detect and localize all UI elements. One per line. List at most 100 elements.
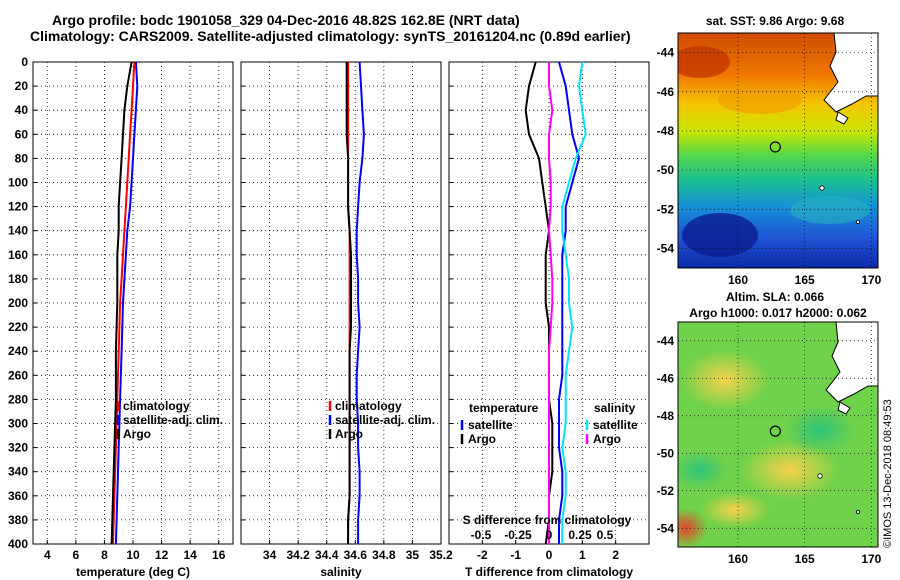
sst-map-lat-tick-label: -46 bbox=[657, 85, 675, 99]
difference-legend-temperature-label: satellite bbox=[468, 418, 513, 432]
temperature-tick-label-x: 4 bbox=[44, 548, 51, 562]
salinity-legend-label: climatology bbox=[335, 399, 402, 413]
difference-s-axis-label: S difference from climatology bbox=[463, 513, 632, 527]
difference-legend-salinity-label: satellite bbox=[593, 418, 638, 432]
island-dot bbox=[856, 219, 861, 224]
salinity-legend-label: satellite-adj. clim. bbox=[335, 413, 435, 427]
sla-map-lat-tick-label: -52 bbox=[657, 484, 675, 498]
difference-tick-label-x: 1 bbox=[579, 548, 586, 562]
difference-series-s-argo bbox=[547, 62, 554, 544]
salinity-tick-label-x: 35.2 bbox=[429, 548, 453, 562]
salinity-tick-label-x: 34.2 bbox=[286, 548, 310, 562]
sst-cold-patch bbox=[682, 213, 758, 257]
stewart-island-land bbox=[837, 401, 851, 415]
sla-map-lon-tick-label: 165 bbox=[795, 552, 815, 566]
temperature-series-argo bbox=[110, 61, 133, 545]
difference-s-tick-label: -0.5 bbox=[471, 528, 492, 542]
sst-cool-patch bbox=[790, 196, 870, 224]
sla-warm-patch bbox=[740, 440, 840, 500]
temperature-tick-label-x: 12 bbox=[155, 548, 169, 562]
salinity-xlabel: salinity bbox=[320, 565, 362, 579]
sla-map-title-line2: Argo h1000: 0.017 h2000: 0.062 bbox=[689, 306, 867, 320]
depth-tick-label: 180 bbox=[8, 272, 28, 286]
temperature-legend-label: satellite-adj. clim. bbox=[123, 413, 223, 427]
salinity-tick-label-x: 35 bbox=[406, 548, 420, 562]
difference-series-s-satellite bbox=[561, 61, 587, 544]
temperature-legend-label: climatology bbox=[123, 399, 190, 413]
difference-tick-label-x: 2 bbox=[612, 548, 619, 562]
temperature-legend-label: Argo bbox=[123, 427, 151, 441]
salinity-tick-label-x: 34.6 bbox=[344, 548, 368, 562]
depth-tick-label: 320 bbox=[8, 441, 28, 455]
depth-tick-label: 380 bbox=[8, 513, 28, 527]
sst-map-lat-tick-label: -54 bbox=[657, 241, 675, 255]
difference-s-tick-label: 0 bbox=[546, 528, 553, 542]
sla-cool-patch bbox=[678, 450, 728, 490]
sla-map-lon-tick-label: 170 bbox=[861, 552, 881, 566]
depth-tick-label: 200 bbox=[8, 296, 28, 310]
salinity-tick-label-x: 34.8 bbox=[372, 548, 396, 562]
difference-legend-temperature-label: Argo bbox=[468, 432, 496, 446]
sla-map-title-line1: Altim. SLA: 0.066 bbox=[725, 290, 825, 304]
sla-map bbox=[678, 322, 878, 547]
sst-map-lon-tick-label: 165 bbox=[795, 273, 815, 287]
sst-map-lat-tick-label: -48 bbox=[657, 124, 675, 138]
depth-tick-label: 300 bbox=[8, 417, 28, 431]
depth-tick-label: 340 bbox=[8, 465, 28, 479]
sla-map-axes: 160 165 170 -44 -46 -48 -50 -52 -54 bbox=[657, 321, 882, 566]
sst-map-axes: 160 165 170 -44 -46 -48 -50 -52 -54 bbox=[657, 32, 882, 287]
depth-tick-label: 60 bbox=[15, 127, 29, 141]
difference-legend-salinity-heading: salinity bbox=[594, 401, 636, 415]
sst-warm-patch bbox=[718, 86, 802, 114]
sst-map-argo-position-marker bbox=[769, 141, 781, 153]
difference-xlabel: T difference from climatology bbox=[465, 565, 633, 579]
island-dot bbox=[817, 473, 823, 479]
sla-map-lat-tick-label: -54 bbox=[657, 521, 675, 535]
temperature-panel: 4 6 8 10 12 14 16 temperature (deg C) 0 20 40 60 80 1… bbox=[8, 55, 234, 579]
temperature-xlabel: temperature (deg C) bbox=[76, 565, 190, 579]
sst-map-title: sat. SST: 9.86 Argo: 9.68 bbox=[705, 14, 845, 28]
stewart-island-land bbox=[835, 111, 849, 125]
sst-warm-patch bbox=[678, 46, 730, 78]
sla-cool-patch bbox=[785, 405, 855, 455]
island-dot bbox=[819, 185, 825, 191]
salinity-series-argo bbox=[345, 62, 352, 544]
new-zealand-south-island-land bbox=[823, 33, 878, 113]
sla-warm-patch bbox=[700, 492, 770, 528]
depth-tick-label: 160 bbox=[8, 248, 28, 262]
depth-tick-label: 0 bbox=[21, 55, 28, 69]
sst-map-lat-tick-label: -52 bbox=[657, 202, 675, 216]
temperature-tick-label-x: 10 bbox=[126, 548, 140, 562]
temperature-series-satellite-adj-clim- bbox=[114, 61, 139, 545]
depth-tick-label: 260 bbox=[8, 368, 28, 382]
salinity-panel: 34 34.2 34.4 34.6 34.8 35 35.2 salinity climatol… bbox=[240, 61, 453, 579]
difference-legend-temperature-heading: temperature bbox=[469, 401, 539, 415]
sla-map-lat-tick-label: -48 bbox=[657, 409, 675, 423]
sst-map-lon-tick-label: 170 bbox=[861, 273, 881, 287]
sla-map-lat-tick-label: -50 bbox=[657, 446, 675, 460]
figure-title-line2: Climatology: CARS2009. Satellite-adjuste… bbox=[30, 28, 631, 44]
sla-hot-patch bbox=[678, 508, 708, 547]
sst-map-lat-tick-label: -50 bbox=[657, 163, 675, 177]
sst-map-lat-tick-label: -44 bbox=[657, 46, 675, 60]
depth-tick-label: 20 bbox=[15, 79, 29, 93]
sla-map-frame bbox=[677, 321, 879, 548]
sst-map-lon-tick-label: 160 bbox=[728, 273, 748, 287]
depth-tick-label: 360 bbox=[8, 489, 28, 503]
depth-tick-label: 40 bbox=[15, 103, 29, 117]
difference-s-tick-label: 0.5 bbox=[597, 528, 614, 542]
salinity-tick-label-x: 34 bbox=[263, 548, 277, 562]
difference-series-t-satellite bbox=[558, 61, 581, 544]
sla-map-lat-tick-label: -46 bbox=[657, 371, 675, 385]
temperature-tick-label-x: 16 bbox=[212, 548, 226, 562]
sla-map-lon-tick-label: 160 bbox=[728, 552, 748, 566]
temperature-tick-label-x: 14 bbox=[183, 548, 197, 562]
salinity-tick-label-x: 34.4 bbox=[315, 548, 339, 562]
depth-tick-label: 280 bbox=[8, 392, 28, 406]
depth-tick-label: 120 bbox=[8, 200, 28, 214]
difference-tick-label-x: -1 bbox=[510, 548, 521, 562]
salinity-legend-label: Argo bbox=[335, 427, 363, 441]
sst-map bbox=[678, 33, 878, 268]
difference-legend-salinity-label: Argo bbox=[593, 432, 621, 446]
